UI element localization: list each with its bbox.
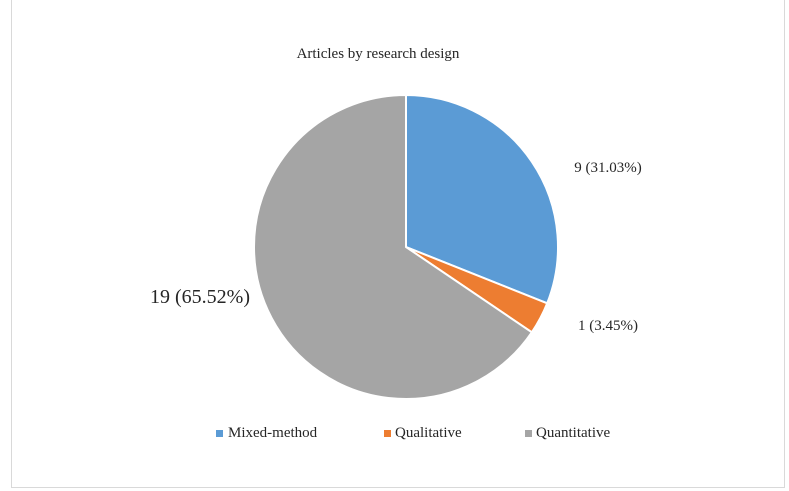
legend-marker-qualitative [384, 430, 391, 437]
data-label-quantitative: 19 (65.52%) [150, 286, 250, 308]
chart-area [11, 0, 785, 488]
legend-label-qualitative: Qualitative [395, 425, 462, 441]
legend: Mixed-method Qualitative Quantitative [216, 425, 610, 441]
data-labels: 9 (31.03%) 1 (3.45%) 19 (65.52%) [150, 160, 642, 334]
pie-slice-mixed-method [405, 93, 559, 305]
chart-title: Articles by research design [297, 46, 460, 62]
data-label-mixed-method: 9 (31.03%) [574, 160, 642, 176]
legend-marker-quantitative [525, 430, 532, 437]
legend-label-quantitative: Quantitative [536, 425, 610, 441]
data-label-qualitative: 1 (3.45%) [578, 318, 638, 334]
pie-slice-quantitative [253, 93, 534, 400]
pie-slices [253, 93, 559, 400]
legend-marker-mixed-method [216, 430, 223, 437]
legend-label-mixed-method: Mixed-method [228, 425, 318, 441]
